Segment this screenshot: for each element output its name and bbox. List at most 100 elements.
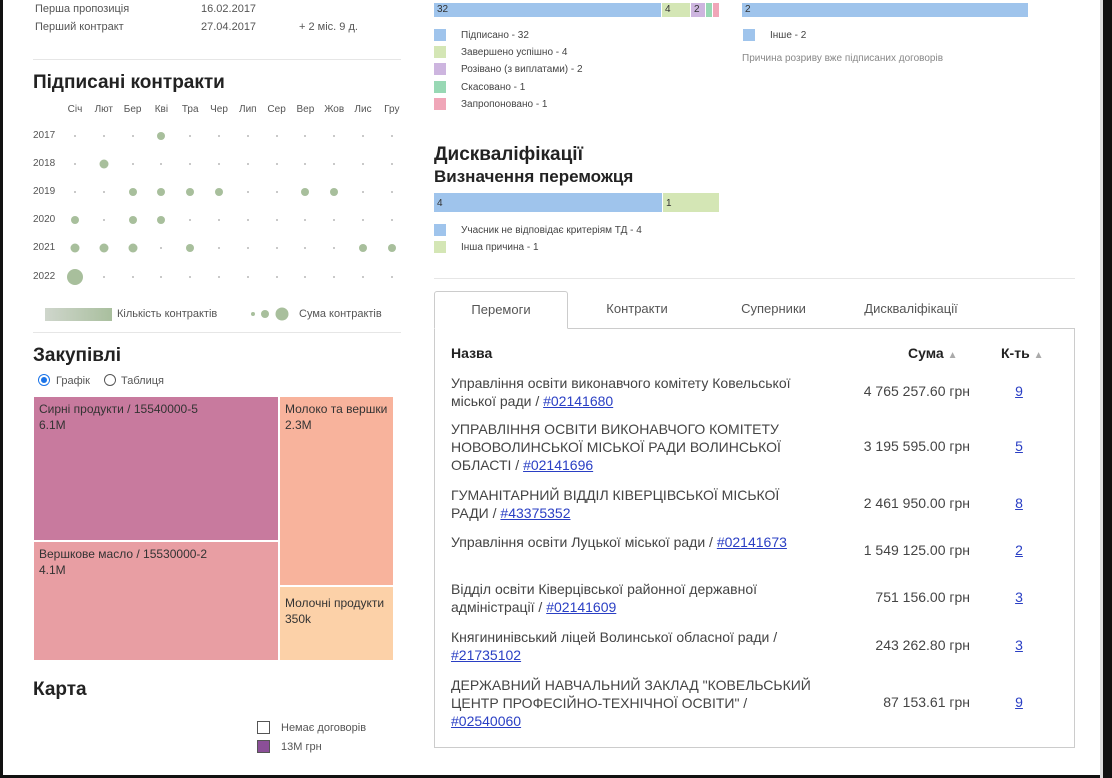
contract-dot xyxy=(218,135,220,137)
status-segment[interactable]: 4 xyxy=(662,3,690,17)
first-contract-delta: + 2 міс. 9 д. xyxy=(299,21,358,33)
buyer-code-link[interactable]: #02141609 xyxy=(546,599,617,615)
count-link[interactable]: 9 xyxy=(1015,694,1023,710)
contract-dot[interactable] xyxy=(128,216,137,224)
contract-dot[interactable] xyxy=(215,188,223,196)
month-label: Жов xyxy=(324,104,345,115)
contract-dot xyxy=(218,219,220,221)
buyer-name: Управління освіти виконавчого комітету К… xyxy=(451,375,791,409)
buyer-code-link[interactable]: #02141673 xyxy=(716,534,787,550)
month-label: Бер xyxy=(123,104,142,115)
contract-dot xyxy=(246,135,249,137)
buyer-code-link[interactable]: #02141680 xyxy=(543,393,614,409)
contract-dot xyxy=(333,247,336,249)
buyer-name-cell: УПРАВЛІННЯ ОСВІТИ ВИКОНАВЧОГО КОМІТЕТУ Н… xyxy=(451,420,811,474)
legend-swatch xyxy=(434,63,446,76)
sum-legend-label: Сума контрактів xyxy=(299,308,382,320)
count-link[interactable]: 5 xyxy=(1015,438,1023,454)
status-segment[interactable]: 2 xyxy=(691,3,705,17)
contract-dot[interactable] xyxy=(359,244,367,252)
tab-competitors[interactable]: Суперники xyxy=(741,301,806,316)
contract-dot xyxy=(275,219,278,221)
count-link[interactable]: 3 xyxy=(1015,637,1023,653)
table-radio-label[interactable]: Таблиця xyxy=(121,375,164,387)
treemap-tile[interactable]: Молоко та вершки 2.3M xyxy=(279,396,394,586)
contract-dot[interactable] xyxy=(157,216,166,224)
contract-dot xyxy=(304,247,307,249)
contract-dot[interactable] xyxy=(330,188,339,196)
contract-dot[interactable] xyxy=(157,132,166,140)
contract-dot[interactable] xyxy=(157,188,166,196)
contract-dot xyxy=(74,191,76,193)
count-link[interactable]: 8 xyxy=(1015,495,1023,511)
year-label: 2017 xyxy=(33,130,56,141)
header-sum[interactable]: Сума ▲︎ xyxy=(908,345,958,361)
tile-label: Молоко та вершки xyxy=(285,402,388,416)
treemap-tile[interactable]: Сирні продукти / 15540000-5 6.1M xyxy=(33,396,279,541)
chart-radio[interactable] xyxy=(38,374,50,386)
contract-dot xyxy=(246,219,249,221)
sort-icon[interactable]: ▲︎ xyxy=(1033,350,1044,361)
termination-segment[interactable]: 2 xyxy=(742,3,1028,17)
treemap-tile[interactable]: Молочні продукти 350k xyxy=(279,586,394,661)
month-label: Вер xyxy=(296,104,315,115)
disq-title: Дискваліфікації xyxy=(434,144,583,165)
segment-value: 1 xyxy=(666,198,672,209)
header-sum-label: Сума xyxy=(908,345,944,361)
contract-dot[interactable] xyxy=(99,243,109,253)
buyer-code-link[interactable]: #02141696 xyxy=(523,457,594,473)
buyer-code-link[interactable]: #21735102 xyxy=(451,647,522,663)
contract-dot xyxy=(246,191,249,193)
legend-label: Підписано - 32 xyxy=(461,30,529,41)
contract-dot[interactable] xyxy=(301,188,310,196)
header-count[interactable]: К-ть ▲︎ xyxy=(1001,345,1044,361)
chart-radio-label[interactable]: Графік xyxy=(56,375,90,387)
contract-dot xyxy=(189,219,192,221)
tab-wins[interactable]: Перемоги xyxy=(434,291,568,329)
contract-dot[interactable] xyxy=(186,244,195,252)
count-link[interactable]: 2 xyxy=(1015,542,1023,558)
contract-dot xyxy=(390,276,393,278)
contract-dot[interactable] xyxy=(387,244,396,252)
scrollbar[interactable] xyxy=(1100,0,1112,778)
segment-value: 32 xyxy=(437,4,449,15)
contract-dot xyxy=(362,276,364,278)
contract-dot xyxy=(189,163,192,165)
disq-segment[interactable]: 4 xyxy=(434,193,662,212)
segment-value: 2 xyxy=(745,4,751,15)
contract-dot[interactable] xyxy=(186,188,195,196)
contract-dot[interactable] xyxy=(128,188,137,196)
buyer-code-link[interactable]: #43375352 xyxy=(500,505,571,521)
status-segment[interactable] xyxy=(706,3,712,17)
year-label: 2019 xyxy=(33,186,56,197)
tab-disqualifications[interactable]: Дискваліфікації xyxy=(864,301,958,316)
buyer-code-link[interactable]: #02540060 xyxy=(451,713,522,729)
contract-dot xyxy=(160,247,163,249)
no-contracts-label: Немає договорів xyxy=(281,722,367,734)
month-label: Сер xyxy=(267,104,286,115)
first-contract-date: 27.04.2017 xyxy=(201,21,257,33)
contract-dot xyxy=(102,276,105,278)
disq-segment[interactable]: 1 xyxy=(663,193,719,212)
contract-dot[interactable] xyxy=(70,243,80,253)
table-radio[interactable] xyxy=(104,374,116,386)
tile-label: Вершкове масло / 15530000-2 xyxy=(39,547,208,561)
contract-dot[interactable] xyxy=(71,216,79,224)
first-offer-date: 16.02.2017 xyxy=(201,3,257,15)
contract-dot xyxy=(333,276,336,278)
month-label: Чер xyxy=(210,104,228,115)
sort-icon[interactable]: ▲︎ xyxy=(947,350,958,361)
contract-dot xyxy=(362,219,364,221)
tile-value: 4.1M xyxy=(39,563,66,577)
tab-contracts[interactable]: Контракти xyxy=(606,301,668,316)
contract-dot[interactable] xyxy=(67,269,83,285)
contract-dot[interactable] xyxy=(99,159,109,169)
count-link[interactable]: 3 xyxy=(1015,589,1023,605)
status-segment[interactable] xyxy=(713,3,719,17)
count-legend-label: Кількість контрактів xyxy=(117,308,218,320)
treemap-tile[interactable]: Вершкове масло / 15530000-2 4.1M xyxy=(33,541,279,661)
status-segment[interactable]: 32 xyxy=(434,3,661,17)
contract-dot[interactable] xyxy=(128,243,138,253)
contract-dot xyxy=(304,276,307,278)
count-link[interactable]: 9 xyxy=(1015,383,1023,399)
